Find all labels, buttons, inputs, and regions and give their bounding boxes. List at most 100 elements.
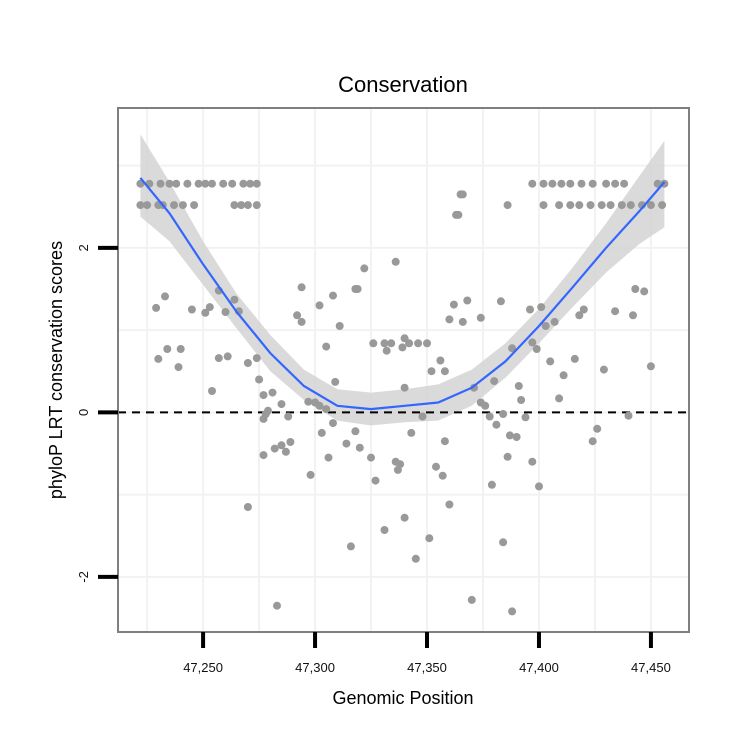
data-point — [658, 201, 667, 210]
data-point — [246, 179, 255, 188]
data-point — [293, 311, 302, 320]
data-point — [152, 303, 161, 312]
data-point — [593, 424, 602, 433]
data-point — [512, 433, 521, 441]
y-tick-label: 0 — [76, 409, 91, 416]
data-point — [223, 352, 232, 361]
data-point — [380, 339, 389, 348]
data-point — [496, 297, 505, 306]
data-point — [458, 190, 467, 199]
data-point — [391, 257, 400, 266]
data-point — [329, 291, 337, 300]
data-point — [528, 338, 537, 347]
data-point — [165, 179, 174, 188]
data-point — [270, 444, 279, 453]
data-point — [190, 201, 199, 210]
data-point — [201, 308, 210, 317]
data-point — [221, 308, 230, 316]
data-point — [382, 346, 391, 355]
data-point — [526, 305, 534, 314]
data-point — [342, 439, 351, 448]
data-point — [277, 441, 286, 450]
data-point — [201, 179, 210, 188]
data-point — [176, 345, 185, 353]
data-point — [427, 367, 436, 376]
data-point — [485, 412, 494, 421]
data-point — [219, 179, 228, 188]
data-point — [418, 412, 427, 421]
data-point — [505, 431, 514, 440]
data-point — [492, 420, 501, 429]
data-point — [371, 476, 380, 485]
data-point — [454, 210, 463, 219]
data-point — [194, 179, 203, 188]
data-point — [611, 179, 620, 188]
data-point — [393, 465, 402, 474]
confidence-band — [140, 134, 665, 426]
data-point — [259, 391, 268, 400]
data-point — [208, 179, 216, 188]
data-point — [252, 354, 261, 363]
data-point — [243, 201, 252, 210]
x-tick-label: 47,400 — [519, 660, 559, 675]
data-point — [555, 394, 564, 403]
data-point — [297, 317, 306, 326]
data-point — [575, 201, 584, 210]
data-point — [163, 345, 172, 353]
data-point — [380, 526, 389, 534]
data-point — [640, 287, 649, 296]
data-point — [624, 411, 633, 420]
data-point — [243, 503, 252, 511]
data-point — [187, 305, 196, 314]
data-point — [499, 538, 508, 547]
data-point — [626, 201, 635, 210]
data-point — [508, 607, 517, 616]
data-points — [136, 179, 669, 616]
data-point — [463, 296, 472, 305]
data-point — [541, 322, 550, 330]
confidence-band-area — [140, 134, 665, 426]
data-point — [259, 414, 268, 423]
data-point — [517, 396, 526, 404]
data-point — [414, 339, 423, 348]
data-point — [315, 301, 324, 310]
data-point — [230, 295, 239, 304]
data-point — [174, 363, 183, 372]
data-point — [277, 400, 286, 409]
x-tick-label: 47,350 — [407, 660, 447, 675]
data-point — [400, 513, 409, 522]
data-point — [586, 201, 595, 210]
data-point — [546, 357, 555, 366]
data-point — [602, 179, 611, 188]
data-point — [405, 339, 414, 348]
data-point — [481, 401, 490, 410]
x-tick-label: 47,300 — [295, 660, 335, 675]
data-point — [487, 480, 496, 489]
data-point — [252, 179, 261, 188]
y-tick-label: -2 — [76, 571, 91, 583]
data-point — [539, 179, 548, 188]
data-point — [503, 452, 512, 461]
data-point — [351, 427, 360, 436]
data-point — [620, 179, 629, 188]
data-point — [228, 179, 237, 188]
data-point — [317, 428, 326, 437]
data-point — [490, 377, 499, 386]
smooth-curve — [139, 177, 666, 411]
data-point — [398, 343, 407, 352]
data-point — [237, 201, 246, 210]
data-point — [143, 201, 152, 210]
data-point — [411, 554, 420, 563]
data-point — [335, 322, 344, 330]
data-point — [255, 375, 264, 384]
data-point — [599, 365, 608, 374]
y-axis-title: phyloP LRT conservation scores — [46, 241, 66, 499]
data-point — [514, 382, 523, 390]
data-point — [503, 201, 512, 210]
x-axis: 47,250 47,300 47,350 47,400 47,450 — [183, 632, 671, 675]
data-point — [346, 542, 355, 551]
data-point — [205, 303, 214, 312]
data-point — [539, 201, 548, 210]
data-point — [476, 313, 485, 322]
